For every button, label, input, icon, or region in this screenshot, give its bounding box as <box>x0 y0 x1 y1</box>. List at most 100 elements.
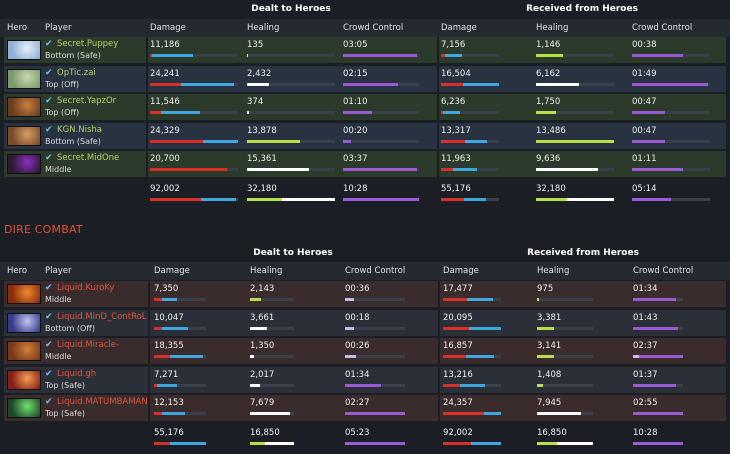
damage-received-bar-fill-primary <box>441 139 466 143</box>
healing-dealt-bar-fill-secondary <box>250 355 255 358</box>
cc-dealt-column-header[interactable]: Crowd Control <box>345 266 406 276</box>
table-row-background <box>4 281 726 307</box>
healing-dealt-bar-total <box>247 197 335 201</box>
verified-check-icon: ✔ <box>45 124 53 135</box>
healing-received-value: 1,146 <box>536 40 561 50</box>
healing-dealt-bar-total-fill-secondary <box>282 197 335 201</box>
dire-dealt-group-header: Dealt to Heroes <box>253 248 333 258</box>
table-row-background <box>4 37 726 63</box>
table-row[interactable]: ✔ Liquid.MATUMBAMAN Top (Safe) 12,153 7,679 0… <box>0 395 730 421</box>
healing-dealt-bar <box>250 298 294 301</box>
damage-dealt-column-header[interactable]: Damage <box>150 23 186 33</box>
damage-received-bar-total <box>443 441 501 445</box>
healing-dealt-column-header[interactable]: Healing <box>250 266 283 276</box>
table-row[interactable]: ✔ Liquid.MinD_ContRoL Bottom (Off) 10,047 3,… <box>0 310 730 336</box>
tinker-portrait[interactable] <box>7 68 41 89</box>
damage-dealt-bar-total-fill-secondary <box>201 197 237 201</box>
bristleback-portrait[interactable] <box>7 97 41 117</box>
damage-dealt-bar-fill-primary <box>154 326 162 330</box>
healing-dealt-total: 16,850 <box>250 427 280 438</box>
healing-dealt-value: 135 <box>247 40 264 50</box>
cc-received-column-header[interactable]: Crowd Control <box>632 23 693 33</box>
lina-portrait[interactable] <box>7 369 41 390</box>
table-row[interactable]: ✔ KGN.Nisha Bottom (Safe) 24,329 13,878 00:20… <box>0 123 730 149</box>
cc-received-value: 00:38 <box>632 40 657 50</box>
player-name[interactable]: OpTic.zai <box>57 67 96 78</box>
table-row[interactable]: ✔ Secret.MidOne Middle 20,700 15,361 03:37 11,… <box>0 151 730 177</box>
necrophos-portrait[interactable] <box>7 398 41 418</box>
dragon-knight-portrait[interactable] <box>7 125 41 146</box>
player-name[interactable]: Secret.MidOne <box>57 153 120 163</box>
column-divider <box>146 65 148 92</box>
cc-dealt-bar-fill-secondary <box>343 82 398 86</box>
player-name[interactable]: Liquid.MinD_ContRoL <box>57 311 147 322</box>
shadow-fiend-portrait[interactable] <box>7 154 41 174</box>
player-column-header[interactable]: Player <box>45 23 72 33</box>
player-lane: Top (Safe) <box>45 380 86 390</box>
radiant-column-headers: Hero Player Damage Healing Crowd Control… <box>0 19 730 37</box>
healing-received-value: 9,636 <box>536 154 561 164</box>
healing-dealt-bar-fill-secondary <box>247 54 248 57</box>
healing-dealt-value: 3,661 <box>250 312 275 323</box>
hero-column-header[interactable]: Hero <box>7 23 28 33</box>
cc-dealt-bar <box>343 111 419 114</box>
arc-warden-portrait[interactable] <box>7 312 41 333</box>
damage-dealt-bar-fill-primary <box>150 168 228 171</box>
damage-received-value: 16,504 <box>441 68 471 79</box>
table-row[interactable]: ✔ OpTic.zai Top (Off) 24,241 2,432 02:15 16,50… <box>0 66 730 92</box>
healing-received-column-header[interactable]: Healing <box>536 23 569 33</box>
player-name[interactable]: KGN.Nisha <box>57 124 102 135</box>
cc-dealt-bar <box>345 298 405 301</box>
player-name[interactable]: Secret.YapzOr <box>57 96 117 106</box>
hero-column-header[interactable]: Hero <box>7 266 28 276</box>
cc-dealt-bar <box>345 412 405 415</box>
damage-dealt-total: 55,176 <box>154 427 184 438</box>
table-row[interactable]: ✔ Liquid.gh Top (Safe) 7,271 2,017 01:34 13,21… <box>0 367 730 393</box>
healing-received-bar-fill-secondary <box>536 82 579 86</box>
table-row[interactable]: ✔ Liquid.KuroKy Middle 7,350 2,143 00:36 17,47… <box>0 281 730 307</box>
cc-dealt-bar-total <box>343 197 419 201</box>
ember-spirit-portrait[interactable] <box>7 284 41 304</box>
ember-portrait[interactable] <box>7 341 41 361</box>
table-row[interactable]: ✔ Secret.YapzOr Top (Off) 11,546 374 01:10 6,2… <box>0 94 730 120</box>
healing-dealt-bar <box>247 82 335 86</box>
healing-received-column-header[interactable]: Healing <box>537 266 570 276</box>
dire-column-headers: Hero Player Damage Healing Crowd Control… <box>0 262 730 280</box>
healing-received-value: 1,408 <box>537 369 562 380</box>
player-name[interactable]: Liquid.gh <box>57 368 97 379</box>
player-name[interactable]: Liquid.Miracle- <box>57 340 120 350</box>
damage-dealt-bar-fill-secondary <box>169 355 204 358</box>
damage-received-bar-fill-primary <box>443 383 461 387</box>
player-column-header[interactable]: Player <box>45 266 72 276</box>
table-row[interactable]: ✔ Secret.Puppey Bottom (Safe) 11,186 135 03:0… <box>0 37 730 63</box>
healing-dealt-column-header[interactable]: Healing <box>247 23 280 33</box>
table-row[interactable]: ✔ Liquid.Miracle- Middle 18,355 1,350 00:26 16… <box>0 338 730 364</box>
damage-received-bar-fill-secondary <box>445 54 463 57</box>
player-name[interactable]: Secret.Puppey <box>57 39 119 49</box>
damage-dealt-bar-fill-primary <box>150 111 161 114</box>
damage-received-value: 16,857 <box>443 341 473 351</box>
crystal-maiden-portrait[interactable] <box>7 40 41 60</box>
damage-dealt-bar <box>154 298 206 301</box>
damage-dealt-column-header[interactable]: Damage <box>154 266 190 276</box>
healing-dealt-value: 1,350 <box>250 341 275 351</box>
cc-received-bar-total-fill-secondary <box>632 197 671 201</box>
cc-dealt-bar-fill-primary <box>345 326 354 330</box>
verified-check-icon: ✔ <box>45 311 53 322</box>
column-divider <box>437 94 439 120</box>
damage-dealt-value: 10,047 <box>154 312 184 323</box>
healing-received-bar-total-fill-primary <box>537 441 557 445</box>
player-name[interactable]: Liquid.KuroKy <box>57 283 115 293</box>
damage-dealt-bar-fill-primary <box>154 412 162 415</box>
damage-received-bar-fill-secondary <box>483 412 501 415</box>
player-name[interactable]: Liquid.MATUMBAMAN <box>57 397 148 407</box>
cc-received-column-header[interactable]: Crowd Control <box>633 266 694 276</box>
cc-received-bar-fill-secondary <box>639 355 683 358</box>
cc-dealt-column-header[interactable]: Crowd Control <box>343 23 404 33</box>
damage-received-column-header[interactable]: Damage <box>443 266 479 276</box>
healing-dealt-bar-fill-secondary <box>250 412 290 415</box>
healing-received-bar <box>537 412 593 415</box>
healing-dealt-bar-total-fill-primary <box>247 197 283 201</box>
damage-received-column-header[interactable]: Damage <box>441 23 477 33</box>
healing-received-bar <box>536 111 614 114</box>
